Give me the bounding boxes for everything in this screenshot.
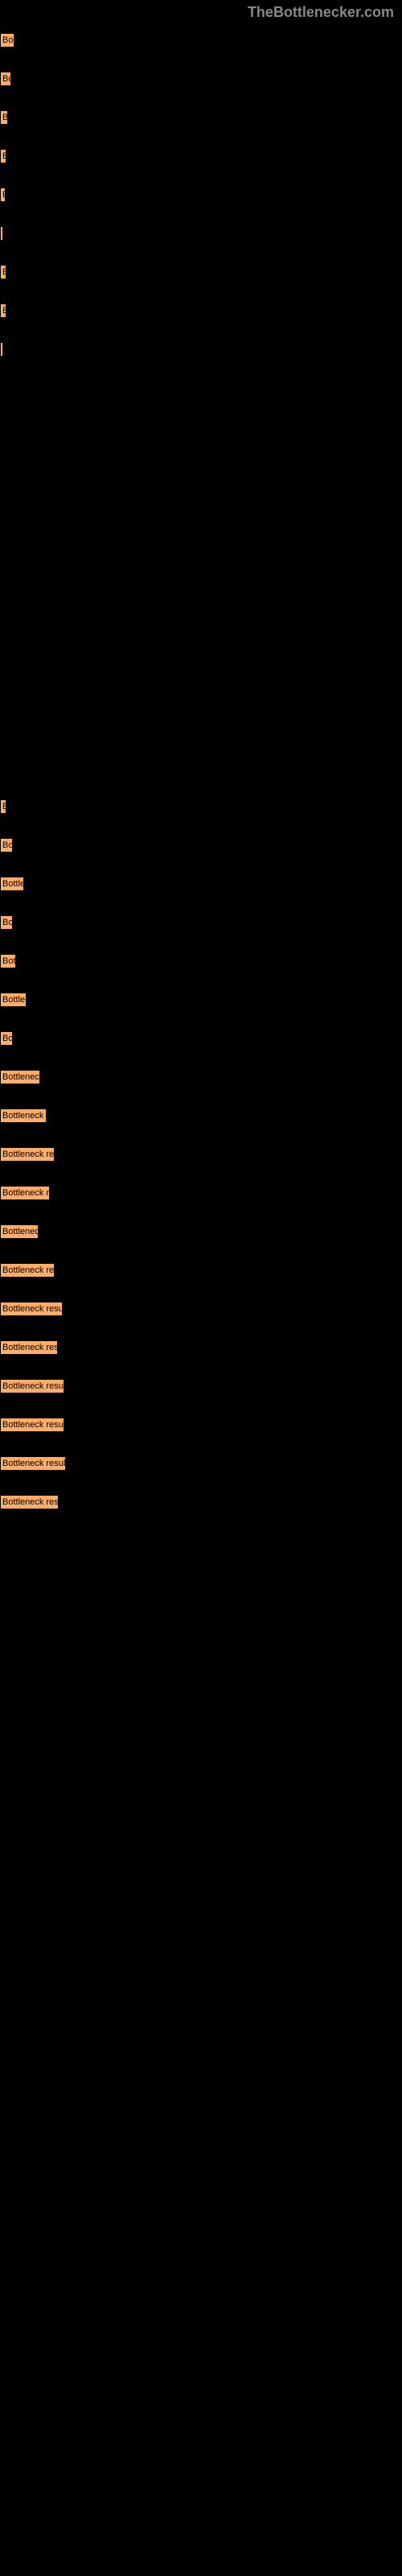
bar-row: Bottleneck re: [0, 1186, 402, 1200]
bar-row: Bottleneck res: [0, 1263, 402, 1278]
bar: B: [0, 149, 6, 163]
bar-row: B: [0, 265, 402, 279]
bar: B: [0, 265, 6, 279]
bar-row: Bottleneck result: [0, 1302, 402, 1316]
bar: Bottle: [0, 993, 27, 1007]
bar-row: [0, 342, 402, 357]
bar: Bottleneck: [0, 1070, 40, 1084]
bar-row: B: [0, 799, 402, 814]
bar: B: [0, 110, 8, 125]
bar-row: Bottleneck result: [0, 1418, 402, 1432]
bar-row: Bottleneck r: [0, 1108, 402, 1123]
bar-row: B: [0, 188, 402, 202]
bar-row: Bo: [0, 915, 402, 930]
bar: Bottleneck result: [0, 1456, 66, 1471]
bar: [0, 226, 3, 241]
bar-row: Bottle: [0, 993, 402, 1007]
bar-row: B: [0, 303, 402, 318]
bar-row: Bo: [0, 1031, 402, 1046]
bar-row: Bot: [0, 954, 402, 968]
bar: Bottleneck resu: [0, 1495, 59, 1509]
bar: Bo: [0, 838, 13, 852]
bar: B: [0, 303, 6, 318]
bar-row: Bottleneck result: [0, 1456, 402, 1471]
bar-row: [0, 226, 402, 241]
bar-row: Bottleneck: [0, 1070, 402, 1084]
bar: Bottleneck resu: [0, 1340, 58, 1355]
site-title: TheBottlenecker.com: [0, 0, 402, 25]
bar: Bo: [0, 33, 14, 47]
bar: Bottleneck result: [0, 1418, 64, 1432]
bar: Bottleneck result: [0, 1379, 64, 1393]
bar-row: B: [0, 110, 402, 125]
bar: Bottle: [0, 877, 24, 891]
bar: B: [0, 188, 6, 202]
bar: B: [0, 799, 6, 814]
bar-row: Bottleneck res: [0, 1147, 402, 1162]
bar: Bottlenec: [0, 1224, 39, 1239]
bar-row: Bo: [0, 33, 402, 47]
bar-row: Bo: [0, 838, 402, 852]
bar: Bo: [0, 1031, 13, 1046]
bar: Bottleneck res: [0, 1147, 55, 1162]
bar: Bo: [0, 915, 13, 930]
bar-row: Bottle: [0, 877, 402, 891]
bar-row: Bottleneck resu: [0, 1495, 402, 1509]
bar-chart: Bo Bo B B B B B B Bo Bottle Bo Bot Bottle Bo Bottlenec…: [0, 25, 402, 1542]
bar-row: Bo: [0, 72, 402, 86]
bar-row: Bottlenec: [0, 1224, 402, 1239]
bar: Bo: [0, 72, 11, 86]
bar: Bottleneck result: [0, 1302, 63, 1316]
bar: Bottleneck res: [0, 1263, 55, 1278]
bar: Bottleneck r: [0, 1108, 47, 1123]
bar: Bottleneck re: [0, 1186, 50, 1200]
bar: [0, 342, 3, 357]
bar-row: B: [0, 149, 402, 163]
bar-row: Bottleneck resu: [0, 1340, 402, 1355]
bar: Bot: [0, 954, 16, 968]
bar-row: Bottleneck result: [0, 1379, 402, 1393]
